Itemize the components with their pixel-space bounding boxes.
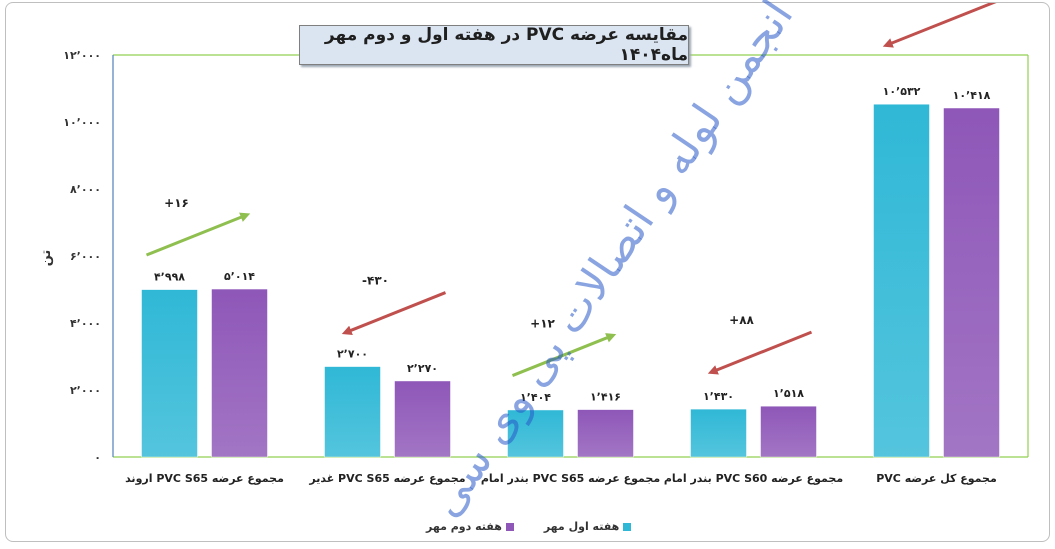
change-label: +۱۲ xyxy=(530,317,555,331)
bar-value-label: ۱٬۴۰۴ xyxy=(520,391,551,404)
chart-container: ۰ ۲٬۰۰۰ ۴٬۰۰۰ ۶٬۰۰۰ ۸٬۰۰۰ ۱۰٬۰۰۰ ۱۲٬۰۰۰ تن ۴٬۹۹۸… xyxy=(5,0,1050,542)
y-axis-label: تن xyxy=(39,250,54,267)
bar-week2 xyxy=(394,380,451,458)
legend-swatch-week1 xyxy=(623,522,632,531)
legend-label-week1: هفته اول مهر xyxy=(543,520,620,533)
y-tick-label: ۲٬۰۰۰ xyxy=(70,384,101,397)
change-label: +۱۶ xyxy=(164,196,189,210)
y-tick-label: ۱۲٬۰۰۰ xyxy=(63,49,101,62)
x-category-label: مجموع عرضه PVC S60 بندر امام xyxy=(664,472,843,485)
bar-value-label: ۱٬۴۱۶ xyxy=(590,391,621,404)
bar-week2 xyxy=(577,409,634,458)
bar-week2 xyxy=(760,405,817,458)
bar-value-label: ۱۰٬۵۳۲ xyxy=(883,85,921,98)
bar-week1 xyxy=(690,408,747,458)
change-arrow xyxy=(145,212,251,257)
bar-week2 xyxy=(943,107,1000,458)
chart-title-box: مقایسه عرضه PVC در هفته اول و دوم مهر ما… xyxy=(299,25,689,65)
y-tick-label: ۱۰٬۰۰۰ xyxy=(63,116,101,129)
x-category-label: مجموع کل عرضه PVC xyxy=(876,472,997,485)
y-tick-label: ۸٬۰۰۰ xyxy=(70,183,101,196)
bar-value-label: ۵٬۰۱۴ xyxy=(224,270,255,283)
change-arrow xyxy=(511,333,617,377)
y-tick-label: ۴٬۰۰۰ xyxy=(70,317,101,330)
y-tick-label: ۰ xyxy=(94,451,101,464)
bar-value-label: ۲٬۲۷۰ xyxy=(407,362,438,375)
chart-title: مقایسه عرضه PVC در هفته اول و دوم مهر ما… xyxy=(324,25,688,65)
bar-chart: ۰ ۲٬۰۰۰ ۴٬۰۰۰ ۶٬۰۰۰ ۸٬۰۰۰ ۱۰٬۰۰۰ ۱۲٬۰۰۰ تن ۴٬۹۹۸… xyxy=(39,3,1029,485)
change-arrow xyxy=(882,3,997,48)
bar-value-label: ۱۰٬۴۱۸ xyxy=(953,89,991,102)
change-label: -۴۳۰ xyxy=(362,274,389,288)
change-arrow xyxy=(341,291,447,335)
bar-week1 xyxy=(324,366,381,458)
bar-value-label: ۱٬۵۱۸ xyxy=(773,387,804,400)
legend-swatch-week2 xyxy=(505,522,514,531)
bar-value-label: ۴٬۹۹۸ xyxy=(154,271,185,284)
bar-value-label: ۱٬۴۳۰ xyxy=(703,390,734,403)
x-category-label: مجموع عرضه PVC S65 بندر امام xyxy=(481,472,660,485)
change-label: +۸۸ xyxy=(729,313,754,327)
change-arrow xyxy=(707,330,813,375)
bar-week1 xyxy=(141,289,198,458)
y-tick-label: ۶٬۰۰۰ xyxy=(70,250,101,263)
bar-week2 xyxy=(211,288,268,458)
x-category-label: مجموع عرضه PVC S65 اروند xyxy=(125,472,284,485)
legend-label-week2: هفته دوم مهر xyxy=(426,520,502,533)
bar-week1 xyxy=(507,409,564,458)
legend-item-week1: هفته اول مهر xyxy=(543,520,632,533)
bar-value-label: ۲٬۷۰۰ xyxy=(337,348,368,361)
bar-week1 xyxy=(873,103,930,458)
legend-item-week2: هفته دوم مهر xyxy=(426,520,514,533)
x-category-label: مجموع عرضه PVC S65 غدیر xyxy=(308,472,465,485)
legend: هفته اول مهر هفته دوم مهر xyxy=(426,520,632,533)
